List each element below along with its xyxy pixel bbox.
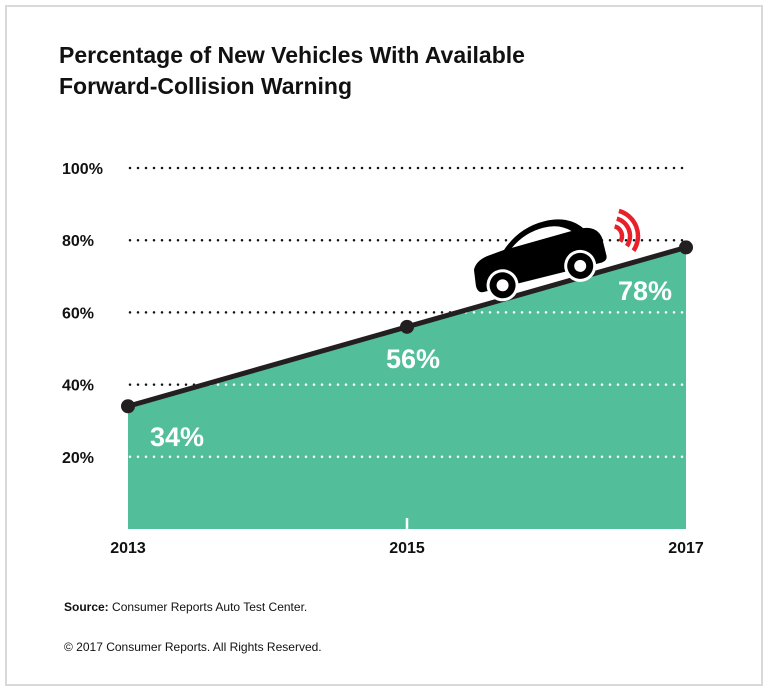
copyright: © 2017 Consumer Reports. All Rights Rese… xyxy=(64,640,322,654)
data-label: 34% xyxy=(150,422,204,452)
y-tick-label: 60% xyxy=(62,305,94,322)
data-point xyxy=(121,399,135,414)
data-label: 78% xyxy=(618,276,672,306)
data-point xyxy=(400,319,414,334)
x-tick-label: 2017 xyxy=(668,540,704,557)
car-icon xyxy=(473,219,607,302)
chart-frame xyxy=(5,5,763,686)
area-fill xyxy=(128,247,686,530)
x-tick-label: 2015 xyxy=(389,540,425,557)
signal-waves-icon xyxy=(613,208,641,252)
y-tick-label: 100% xyxy=(62,161,103,178)
y-tick-label: 80% xyxy=(62,233,94,250)
data-point xyxy=(679,240,693,255)
y-tick-label: 40% xyxy=(62,378,94,395)
source-label: Source: xyxy=(64,600,109,614)
data-label: 56% xyxy=(386,344,440,374)
chart-title: Percentage of New Vehicles With Availabl… xyxy=(59,42,525,99)
y-tick-label: 20% xyxy=(62,450,94,467)
source-text: Consumer Reports Auto Test Center. xyxy=(108,600,308,614)
source-note: Source: Consumer Reports Auto Test Cente… xyxy=(64,600,307,614)
x-tick-label: 2013 xyxy=(110,540,146,557)
